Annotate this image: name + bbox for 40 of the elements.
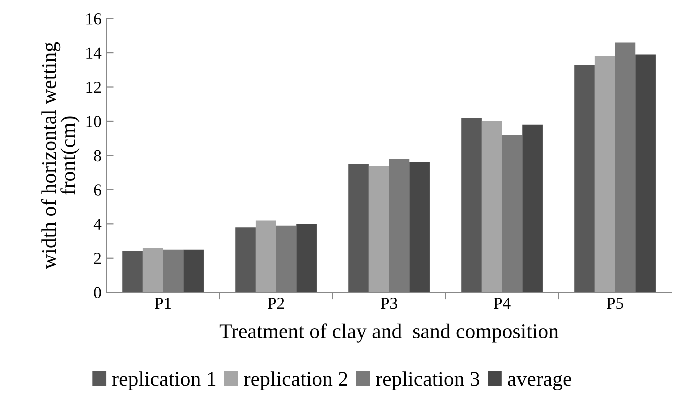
bar (574, 65, 595, 293)
bar (276, 226, 297, 293)
legend-label: replication 3 (376, 372, 480, 390)
legend-label: replication 2 (244, 372, 348, 390)
bar (389, 159, 410, 293)
bar (410, 162, 430, 293)
bar (256, 220, 276, 293)
x-tick-label: P5 (606, 298, 624, 310)
y-tick-label: 12 (86, 82, 102, 94)
y-tick-label: 14 (86, 48, 102, 59)
x-tick-label: P4 (494, 298, 511, 310)
bar (482, 121, 502, 293)
bar (184, 250, 204, 293)
bar (163, 250, 184, 293)
bar (368, 166, 390, 293)
y-tick-label: 8 (94, 150, 102, 162)
x-tick-label: P3 (380, 298, 398, 310)
bar (594, 56, 616, 293)
bar (502, 135, 523, 293)
x-tick-label: P2 (268, 298, 284, 310)
y-tick-label: 16 (86, 14, 102, 25)
y-tick-label: 0 (94, 287, 102, 299)
y-tick-label: 10 (86, 116, 102, 128)
bar (348, 164, 369, 293)
y-tick-label: 4 (94, 218, 102, 230)
x-axis-title: Treatment of clay and sand composition (220, 324, 559, 343)
bar (142, 248, 164, 293)
bar (462, 118, 482, 293)
bar (522, 124, 543, 293)
legend-label: average (508, 375, 572, 391)
y-tick-label: 6 (94, 184, 102, 196)
bar (636, 54, 656, 293)
x-tick-label: P1 (154, 298, 172, 310)
bar (236, 228, 256, 293)
legend-label: replication 1 (112, 372, 216, 390)
bar (615, 42, 636, 293)
bar (296, 224, 317, 293)
bar (122, 252, 143, 293)
y-axis-title: width of horizontal wetting front(cm) (41, 42, 80, 270)
y-tick-label: 2 (94, 253, 102, 264)
